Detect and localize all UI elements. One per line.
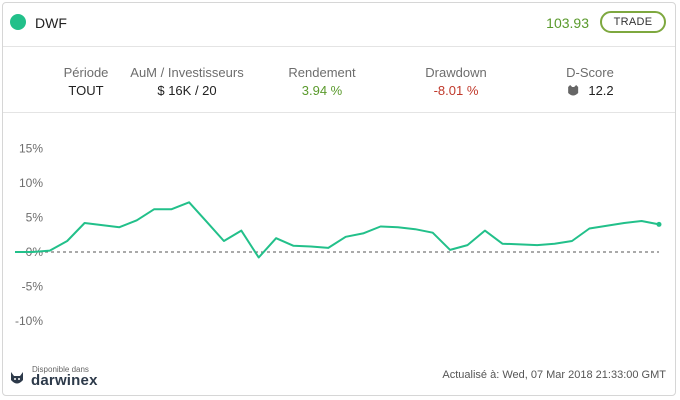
y-tick-label: 10% [19,176,43,190]
darwin-price: 103.93 [546,15,589,31]
stat-dscore: D-Score 12.2 [566,65,614,101]
trade-button[interactable]: TRADE [600,11,666,33]
darwin-card: DWF 103.93 TRADE Période TOUT AuM / Inve… [2,2,676,396]
y-tick-label: -5% [22,280,44,294]
stat-aum: AuM / Investisseurs $ 16K / 20 [130,65,243,98]
return-series-line[interactable] [15,201,660,259]
stat-period[interactable]: Période TOUT [64,65,109,98]
stat-return-value: 3.94 % [301,83,343,98]
stat-dscore-value: 12.2 [588,83,614,98]
status-dot-icon [10,14,26,30]
return-chart-svg: 15%10%5%0%-5%-10% [15,142,662,328]
stat-dscore-wrap: 12.2 [566,83,614,98]
stat-drawdown-value: -8.01 % [433,83,479,98]
stat-return-label: Rendement [288,65,356,80]
stat-dscore-row: 12.2 [566,83,614,101]
stat-period-value: TOUT [68,83,104,98]
card-header: DWF 103.93 TRADE [3,3,675,47]
updated-timestamp: Actualisé à: Wed, 07 Mar 2018 21:33:00 G… [442,369,666,381]
stat-drawdown-label: Drawdown [425,65,487,80]
last-point-marker[interactable] [656,221,662,227]
darwinex-logo-icon [11,372,23,384]
stat-aum-value: $ 16K / 20 [157,83,217,98]
stat-dscore-label: D-Score [566,65,614,80]
brand-name: darwinex [31,372,98,389]
y-tick-label: 15% [19,142,43,156]
stat-aum-label: AuM / Investisseurs [130,65,244,80]
y-tick-label: -10% [15,314,43,328]
darwinex-badge[interactable]: Disponible dans darwinex [9,365,129,391]
return-chart[interactable]: 15% 10% 5% 0% -5% -10% [3,115,677,353]
y-tick-label: 5% [26,211,44,225]
available-label: Disponible dans [32,365,89,374]
dscore-badge-icon [568,84,579,95]
stat-period-label: Période [63,65,109,80]
stats-row: Période TOUT AuM / Investisseurs $ 16K /… [3,47,675,113]
stat-drawdown: Drawdown -8.01 % [425,65,486,98]
stat-return: Rendement 3.94 % [288,65,355,98]
darwin-name[interactable]: DWF [35,15,67,31]
